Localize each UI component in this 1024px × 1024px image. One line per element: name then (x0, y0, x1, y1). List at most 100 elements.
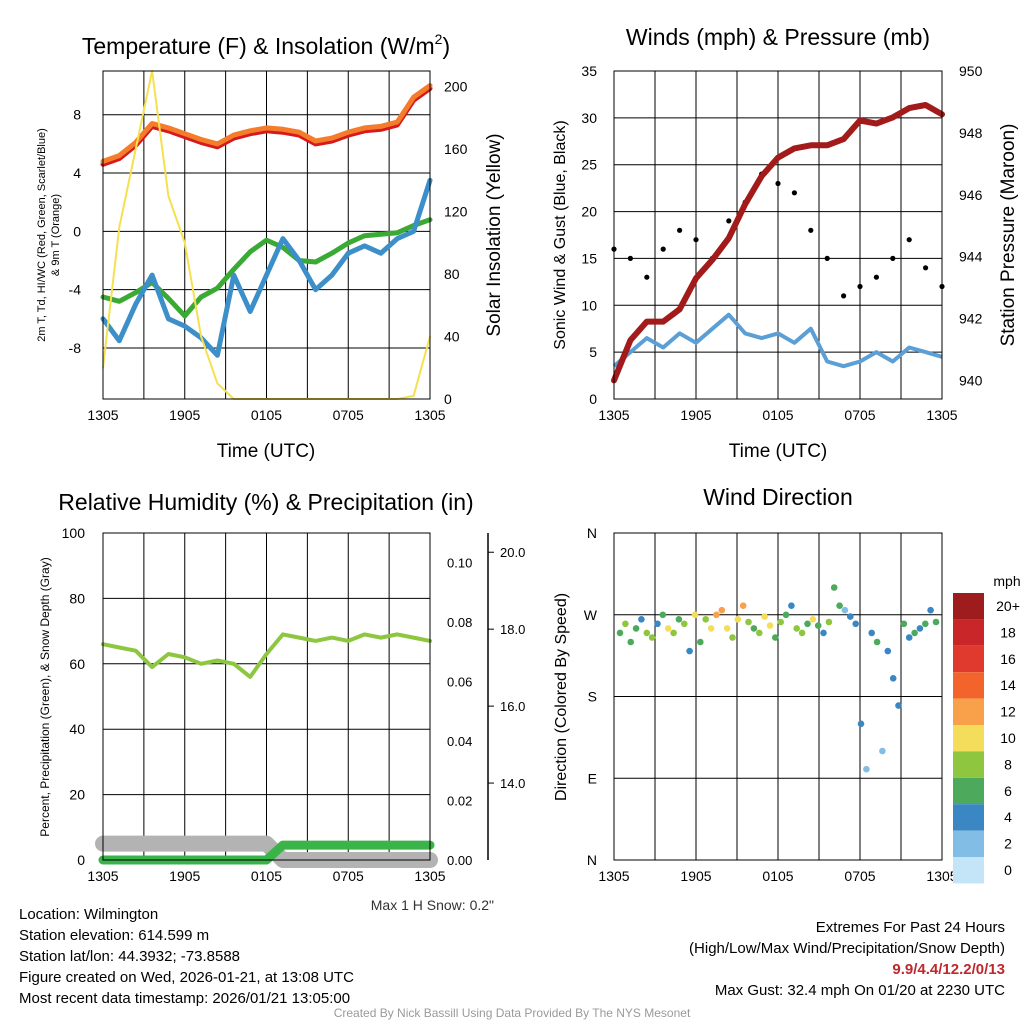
extremes-title: Extremes For Past 24 Hours (815, 919, 1005, 936)
wind-direction-ytick-label: S (588, 689, 597, 705)
wind-direction-point (793, 625, 800, 632)
winds-ytick-label: 35 (581, 63, 597, 79)
wind-direction-point (681, 620, 688, 628)
colorbar-label: 18 (1000, 624, 1016, 640)
humidity-ytick-label: 20 (69, 787, 85, 803)
colorbar-swatch (953, 672, 984, 699)
wind-direction-panel-title: Wind Direction (703, 484, 853, 510)
pressure-ytick-label: 944 (959, 249, 983, 265)
temperature-ticks: 1305 1905 0105 0705 1305-8-40480408012016020… (69, 79, 468, 423)
wind-direction-point (879, 747, 886, 755)
wind-direction-xtick-label: 1305 (926, 868, 957, 884)
temperature-ytick-label: 8 (73, 107, 81, 123)
temperature-xtick-label: 0705 (333, 407, 364, 423)
wind-direction-xtick-label: 0105 (762, 868, 793, 884)
gust-point (890, 255, 896, 261)
winds-ytick-label: 0 (589, 391, 597, 407)
humidity-ytick-label: 40 (69, 721, 85, 737)
wind-direction-point (702, 616, 709, 623)
wind-direction-xtick-label: 1905 (680, 868, 711, 884)
temperature-ytick-label: 4 (73, 165, 81, 181)
gust-point (906, 237, 912, 243)
wind-direction-point (809, 616, 817, 623)
extremes-subtitle: (High/Low/Max Wind/Precipitation/Snow De… (689, 940, 1005, 957)
wind-direction-point (627, 638, 634, 646)
wind-direction-point (820, 629, 827, 637)
gust-point (873, 274, 880, 280)
temperature-xtick-label: 1905 (169, 407, 200, 423)
colorbar-swatch (953, 830, 984, 857)
humidity-ticks: 1305 1905 0105 0705 13050204060801000.000.02… (62, 525, 526, 884)
wind-direction-point (922, 620, 929, 628)
winds-xtick-label: 1305 (598, 407, 629, 423)
recent-timestamp: Most recent data timestamp: 2026/01/21 1… (19, 990, 351, 1007)
humidity-ytick-label: 100 (62, 525, 86, 541)
wind-direction-grid (614, 533, 942, 860)
insolation-ylabel: Solar Insolation (Yellow) (484, 133, 505, 336)
humidity-ytick-label: 60 (69, 656, 85, 672)
colorbar-label: 6 (1004, 783, 1012, 799)
wind-direction-point (932, 618, 940, 626)
wind-direction-point (905, 634, 913, 641)
wind-direction-point (675, 616, 683, 623)
wind-direction-point (734, 616, 742, 623)
winds-ytick-label: 10 (581, 297, 597, 313)
wind-direction-series (616, 584, 940, 773)
snow-ytick-label: 20.0 (500, 545, 525, 560)
winds-xtick-label: 1905 (680, 407, 711, 423)
humidity-xtick-label: 0105 (251, 868, 282, 884)
wind-direction-point (873, 638, 881, 646)
temperature-series-line (100, 177, 433, 358)
insolation-ytick-label: 160 (444, 141, 468, 157)
precip-ytick-label: 0.08 (447, 615, 472, 630)
wind-direction-point (927, 606, 934, 614)
wind-direction-xtick-label: 1305 (598, 868, 629, 884)
wind-direction-ytick-label: W (584, 607, 598, 623)
colorbar-label: 14 (1000, 677, 1016, 693)
wind-direction-point (718, 606, 726, 614)
wind-direction-point (782, 611, 790, 619)
colorbar-label: 16 (1000, 651, 1016, 667)
wind-direction-ytick-label: N (587, 525, 597, 541)
wind-direction-point (852, 620, 859, 628)
wind-direction-point (788, 602, 795, 609)
colorbar-label: 10 (1000, 730, 1016, 746)
precip-ytick-label: 0.06 (447, 675, 472, 690)
colorbar-label: 8 (1004, 756, 1012, 772)
extremes-info: Extremes For Past 24 Hours (High/Low/Max… (689, 917, 1005, 1001)
gust-point (677, 227, 683, 233)
wind-direction-point (836, 602, 843, 609)
wind-direction-panel: Wind Direction 1305 1905 0105 0705 1305NESWN… (553, 484, 1021, 884)
snow-ytick-label: 14.0 (500, 776, 525, 791)
wind-direction-point (622, 620, 629, 628)
precip-ytick-label: 0.10 (447, 556, 472, 571)
wind-direction-point (761, 613, 768, 620)
wind-direction-point (911, 629, 918, 637)
colorbar-label: 12 (1000, 704, 1016, 720)
wind-direction-point (648, 634, 656, 641)
colorbar-label: 2 (1004, 836, 1012, 852)
wind-direction-point (756, 629, 763, 637)
colorbar-swatch (953, 698, 984, 725)
max-gust: Max Gust: 32.4 mph On 01/20 at 2230 UTC (714, 982, 1005, 999)
winds-ytick-label: 20 (581, 204, 597, 220)
gust-point (644, 274, 650, 280)
humidity-panel-title: Relative Humidity (%) & Precipitation (i… (58, 489, 473, 515)
wind-direction-point (772, 634, 779, 641)
humidity-grid (103, 532, 430, 861)
temperature-plot-frame (102, 70, 431, 400)
pressure-ytick-label: 940 (959, 372, 983, 388)
wind-direction-point (707, 625, 715, 632)
colorbar-swatch (953, 777, 984, 805)
humidity-xtick-label: 1305 (87, 868, 118, 884)
winds-ticks: 1305 1905 0105 0705 130505101520253035940942… (581, 63, 982, 423)
insolation-ytick-label: 80 (444, 266, 460, 282)
winds-ylabel: Sonic Wind & Gust (Blue, Black) (552, 120, 569, 349)
temperature-panel: Temperature (F) & Insolation (W/m2) 1305… (36, 31, 505, 462)
gust-point (660, 246, 666, 252)
gust-point (693, 237, 699, 243)
sonic-wind-line (612, 312, 943, 369)
temperature-ylabel-line1: 2m T, Td, HI/WC (Red, Green, Scarlet/Blu… (36, 128, 48, 342)
insolation-ytick-label: 200 (444, 79, 468, 95)
wind-direction-point (798, 629, 806, 637)
